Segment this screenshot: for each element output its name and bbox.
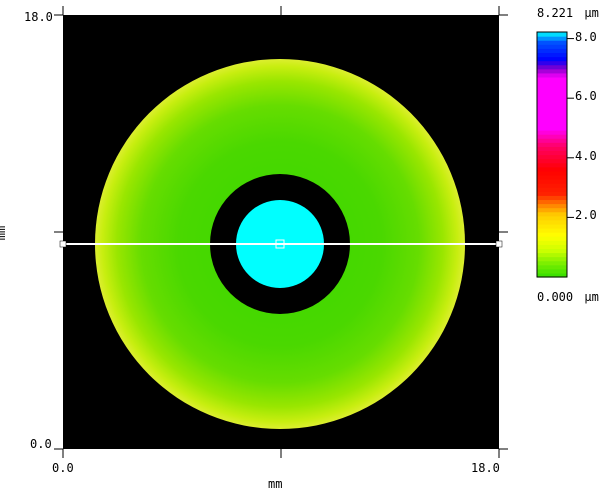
colorbar-max-value: 8.221 [537, 6, 574, 20]
colorbar-band [537, 89, 567, 94]
x-tick-label-right: 18.0 [471, 461, 500, 475]
colorbar-band [537, 48, 567, 54]
colorbar-band [537, 179, 567, 184]
y-tick-label-bottom: 0.0 [30, 437, 52, 451]
colorbar-band [537, 272, 567, 278]
colorbar-band [537, 150, 567, 156]
colorbar-band [537, 248, 567, 254]
colorbar-band [537, 268, 567, 274]
colorbar-max-label: 8.221 µm [537, 6, 599, 20]
colorbar-band [537, 44, 567, 49]
colorbar-band [537, 183, 567, 188]
colorbar-band [537, 154, 567, 160]
colorbar-band [537, 252, 567, 258]
colorbar-band [537, 195, 567, 201]
colorbar-band [537, 191, 567, 196]
colorbar-band [537, 228, 567, 233]
colorbar-band [537, 130, 567, 135]
colorbar-tick-label: 6.0 [575, 89, 597, 104]
colorbar-band [537, 36, 567, 41]
colorbar-band [537, 199, 567, 205]
colorbar-min-unit: µm [584, 290, 599, 304]
colorbar-band [537, 142, 567, 147]
colorbar-band [537, 101, 567, 107]
colorbar-frame [536, 31, 568, 278]
colorbar-band [537, 256, 567, 262]
colorbar-band [537, 236, 567, 241]
colorbar-band [537, 97, 567, 103]
colorbar-band [537, 68, 567, 74]
colorbar-band [537, 113, 567, 119]
colorbar-band [537, 81, 567, 86]
profile-end-handle[interactable] [495, 240, 503, 248]
colorbar-band [537, 158, 567, 164]
colorbar-band [537, 240, 567, 245]
colorbar-band [537, 215, 567, 221]
y-tick-label-top: 18.0 [24, 10, 53, 24]
colorbar-band [537, 32, 567, 37]
profile-center-marker[interactable] [275, 239, 285, 249]
colorbar-band [537, 85, 567, 90]
colorbar-band [537, 174, 567, 180]
colorbar-min-value: 0.000 [537, 290, 574, 304]
colorbar-bands [537, 32, 567, 278]
colorbar-band [537, 76, 567, 82]
colorbar-band [537, 109, 567, 115]
colorbar-band [537, 264, 567, 270]
colorbar-band [537, 138, 567, 143]
x-axis-label: mm [268, 477, 283, 491]
colorbar-band [537, 223, 567, 229]
colorbar-band [537, 52, 567, 58]
colorbar-ticks [567, 38, 574, 218]
colorbar-band [537, 60, 567, 66]
colorbar-tick-label: 4.0 [575, 148, 597, 163]
colorbar-band [537, 211, 567, 217]
x-tick-label-left: 0.0 [52, 461, 74, 475]
colorbar-tick-label: 8.0 [575, 29, 597, 44]
colorbar-band [537, 125, 567, 131]
colorbar-max-unit: µm [584, 6, 599, 20]
colorbar-tick-label: 2.0 [575, 208, 597, 223]
colorbar-min-label: 0.000 µm [537, 290, 599, 304]
colorbar-band [537, 207, 567, 213]
colorbar-band [537, 64, 567, 70]
colorbar-band [537, 40, 567, 45]
colorbar-band [537, 93, 567, 98]
colorbar-band [537, 162, 567, 168]
colorbar-band [537, 56, 567, 62]
axes-frame [54, 6, 508, 458]
colorbar-band [537, 219, 567, 225]
colorbar-band [537, 105, 567, 111]
colorbar-band [537, 121, 567, 127]
y-axis-label: mm [0, 225, 9, 241]
colorbar-band [537, 134, 567, 139]
colorbar-band [537, 232, 567, 237]
colorbar-band [537, 187, 567, 192]
profile-start-handle[interactable] [59, 240, 67, 248]
colorbar-band [537, 117, 567, 123]
colorbar-band [537, 260, 567, 266]
colorbar-band [537, 170, 567, 176]
colorbar-band [537, 72, 567, 78]
colorbar-band [537, 146, 567, 152]
colorbar-band [537, 203, 567, 209]
colorbar-band [537, 166, 567, 172]
colorbar-band [537, 244, 567, 250]
